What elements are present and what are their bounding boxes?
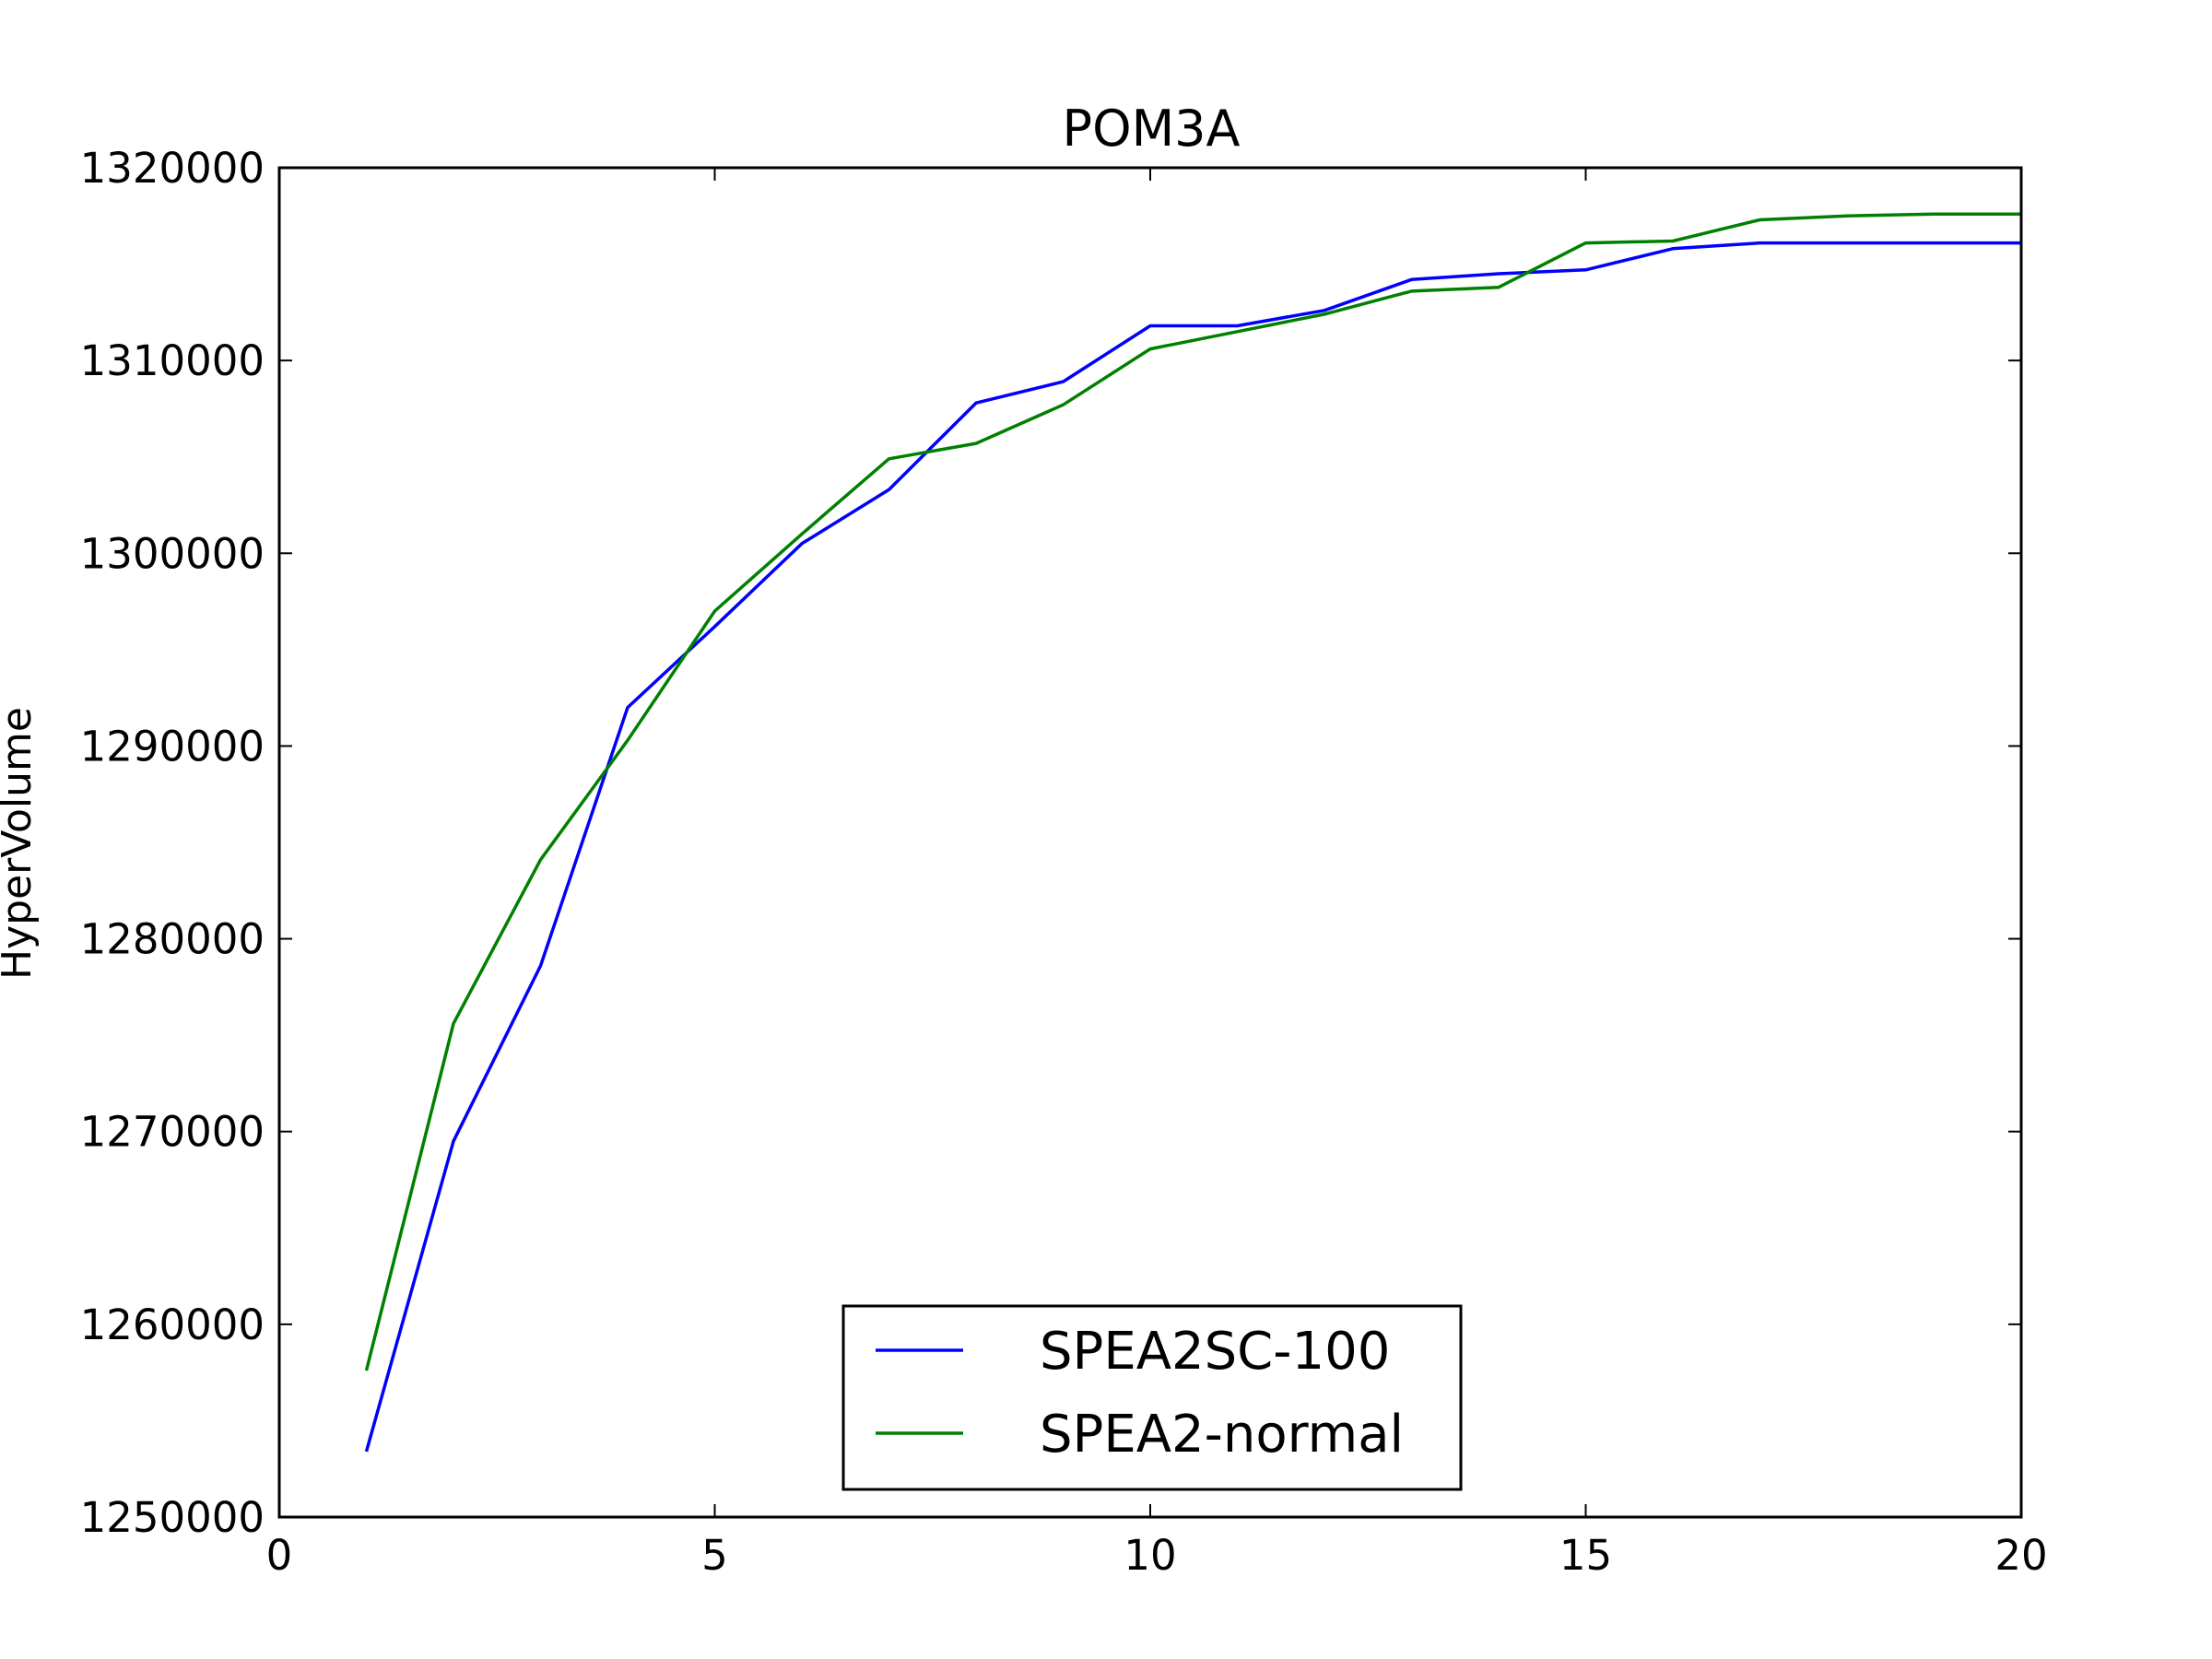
x-tick-label: 10 [1124, 1531, 1176, 1580]
y-tick-label: 1270000 [80, 1108, 265, 1157]
x-tick-label: 20 [1994, 1531, 2047, 1580]
y-tick-label: 1290000 [80, 722, 265, 771]
x-tick-label: 0 [266, 1531, 293, 1580]
axis-ticks: 0 5 10 15 20 1250000 1260000 1270000 1280000 1290… [80, 144, 2048, 1580]
x-tick-label: 5 [701, 1531, 728, 1580]
y-tick-label: 1300000 [80, 529, 265, 578]
legend-label: SPEA2SC-100 [1040, 1322, 1390, 1382]
y-axis-label: HyperVolume [0, 707, 41, 980]
plot-frame [277, 166, 2023, 1519]
y-tick-label: 1310000 [80, 336, 265, 385]
x-tick-label: 15 [1559, 1531, 1612, 1580]
y-tick-label: 1320000 [80, 144, 265, 193]
series-lines [364, 212, 2022, 1453]
chart-title: POM3A [1063, 100, 1241, 158]
legend-label: SPEA2-normal [1040, 1405, 1404, 1465]
series-line-spea2sc-100 [364, 241, 2021, 1453]
legend-box [841, 1304, 1463, 1491]
y-tick-label: 1280000 [80, 915, 265, 964]
series-line-spea2-normal [364, 212, 2021, 1371]
y-tick-label: 1250000 [80, 1493, 265, 1542]
legend: SPEA2SC-100 SPEA2-normal [841, 1304, 1463, 1491]
y-tick-label: 1260000 [80, 1300, 265, 1349]
